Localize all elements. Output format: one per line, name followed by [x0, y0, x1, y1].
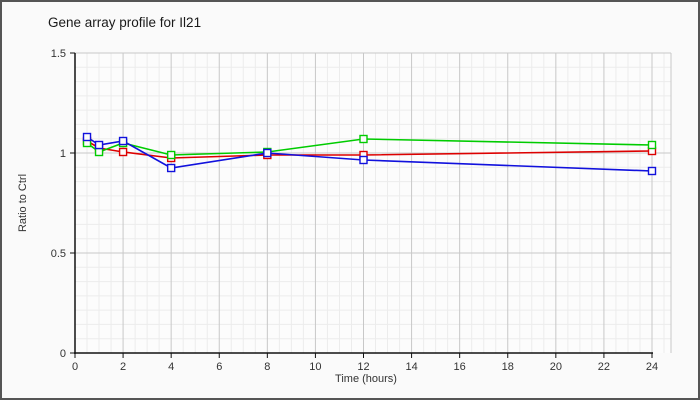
marker-blue: [647, 166, 657, 176]
y-tick-label: 0: [60, 348, 66, 360]
marker-blue: [94, 140, 104, 150]
x-axis-title: Time (hours): [335, 373, 397, 385]
x-tick-label: 4: [168, 361, 174, 373]
y-tick-label: 1: [60, 148, 66, 160]
y-tick-label: 0.5: [51, 248, 66, 260]
marker-blue: [82, 132, 92, 142]
x-tick-label: 16: [454, 361, 466, 373]
marker-blue: [263, 148, 272, 158]
marker-red: [118, 147, 128, 157]
marker-blue: [359, 155, 368, 165]
marker-green: [359, 134, 368, 144]
plot-area: [75, 53, 671, 353]
chart-title: Gene array profile for Il21: [48, 15, 202, 30]
x-tick-label: 2: [120, 361, 126, 373]
x-tick-label: 14: [405, 361, 417, 373]
x-tick-label: 8: [264, 361, 270, 373]
x-tick-label: 22: [598, 361, 610, 373]
marker-green: [166, 150, 176, 160]
y-tick-label: 1.5: [51, 48, 66, 60]
x-tick-label: 24: [646, 361, 658, 373]
marker-blue: [118, 136, 128, 146]
marker-green: [647, 140, 657, 150]
marker-blue: [166, 163, 176, 173]
x-tick-label: 6: [216, 361, 222, 373]
x-tick-label: 0: [72, 361, 78, 373]
x-tick-label: 20: [550, 361, 562, 373]
marker-green: [94, 147, 104, 157]
x-tick-label: 10: [309, 361, 321, 373]
x-tick-label: 18: [502, 361, 514, 373]
x-tick-label: 12: [357, 361, 369, 373]
